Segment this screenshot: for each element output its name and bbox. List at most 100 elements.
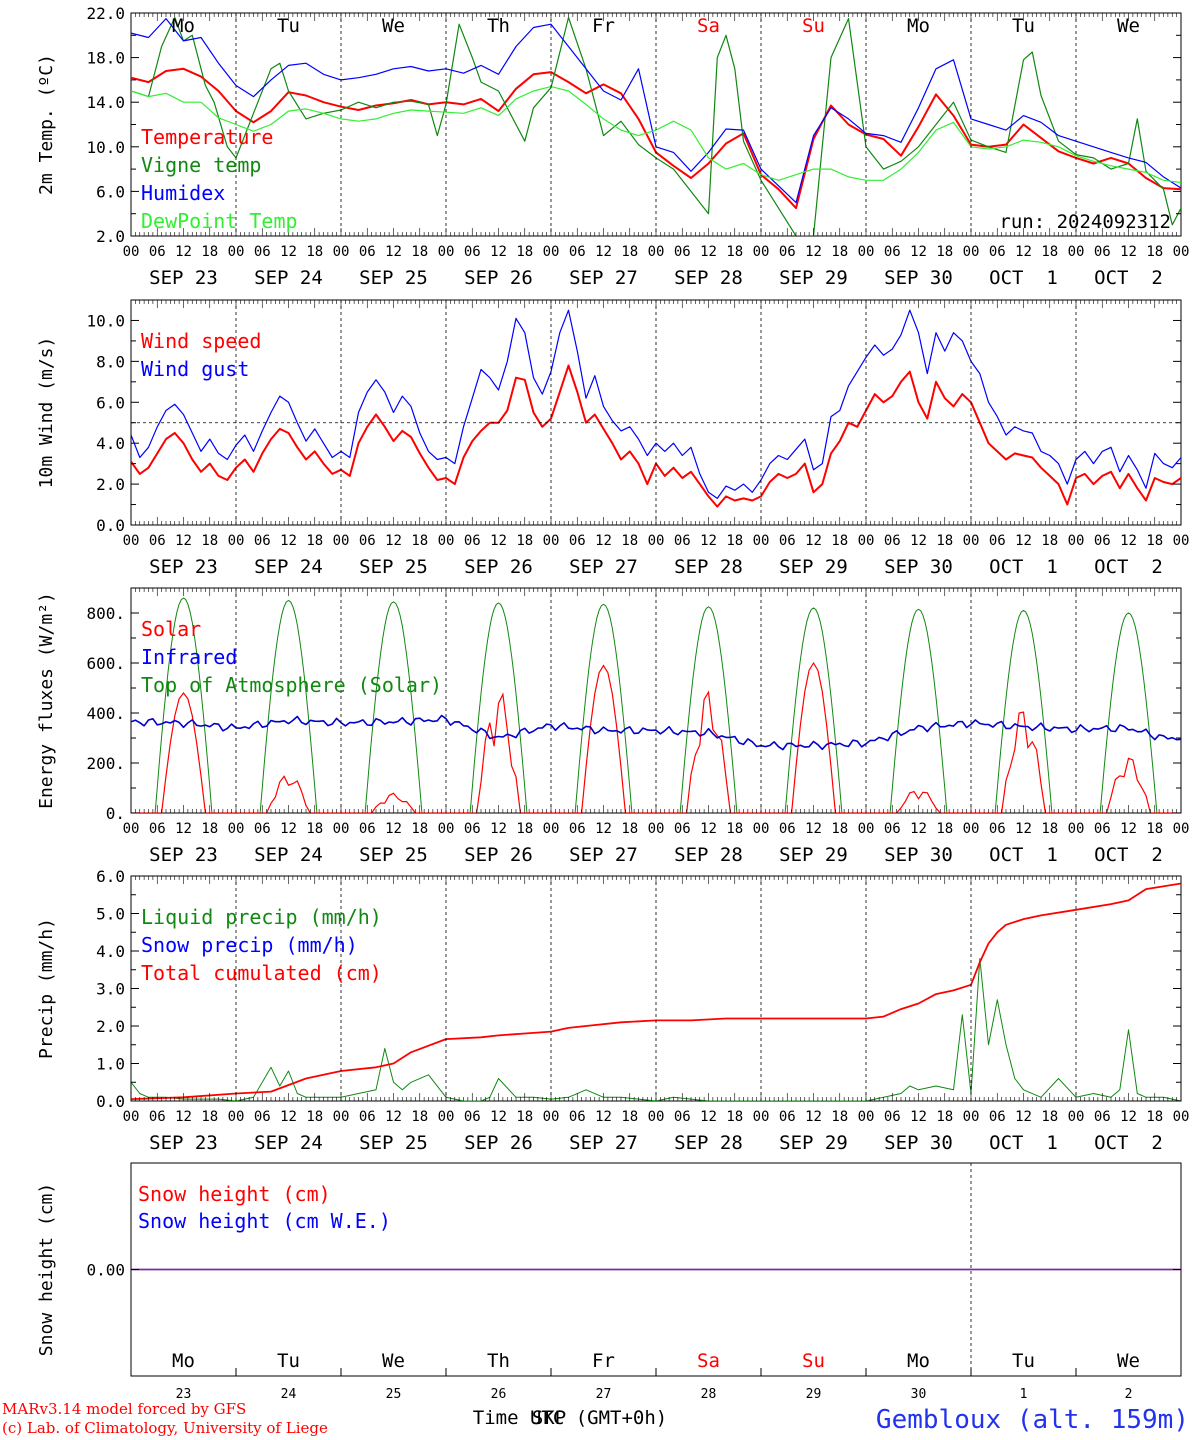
toa-arch — [341, 601, 446, 813]
hour-label: 12 — [805, 1109, 822, 1125]
toa-arch — [761, 607, 866, 813]
hour-label: 00 — [858, 533, 875, 549]
day-number-label: 1 — [1020, 1387, 1028, 1402]
hour-label: 12 — [280, 533, 297, 549]
hour-label: 00 — [1068, 821, 1085, 837]
hour-label: 06 — [254, 821, 271, 837]
hour-label: 18 — [201, 821, 218, 837]
hour-label: 12 — [490, 821, 507, 837]
hour-label: 06 — [149, 821, 166, 837]
y-tick-label: 800. — [86, 604, 125, 623]
day-label: OCT 1 — [989, 844, 1058, 866]
hour-label: 00 — [333, 821, 350, 837]
weekday-label: Su — [802, 1350, 825, 1372]
day-label: OCT 2 — [1094, 267, 1163, 289]
y-tick-label: 5.0 — [96, 905, 125, 924]
weekday-label: Th — [487, 1350, 510, 1372]
hour-label: 00 — [963, 821, 980, 837]
hour-label: 06 — [989, 821, 1006, 837]
hour-label: 18 — [306, 533, 323, 549]
hour-label: 18 — [516, 1109, 533, 1125]
hour-label: 06 — [359, 533, 376, 549]
weekday-label: Tu — [1012, 1350, 1035, 1372]
y-tick-label: 4.0 — [96, 942, 125, 961]
solar-arch — [446, 692, 551, 813]
footer: MARv3.14 model forced by GFS(c) Lab. of … — [2, 1400, 1189, 1437]
hour-label: 06 — [674, 244, 691, 260]
series-line-3 — [131, 85, 1181, 184]
hour-label: 00 — [963, 533, 980, 549]
weekday-label: Tu — [277, 15, 300, 37]
hour-label: 00 — [228, 1109, 245, 1125]
day-label: SEP 27 — [569, 556, 638, 578]
y-tick-label: 14.0 — [86, 93, 125, 112]
legend-entry: Humidex — [141, 181, 225, 205]
hour-label: 00 — [228, 533, 245, 549]
hour-label: 06 — [149, 533, 166, 549]
hour-label: 06 — [569, 244, 586, 260]
hour-label: 06 — [779, 244, 796, 260]
hour-label: 18 — [306, 1109, 323, 1125]
hour-label: 00 — [333, 533, 350, 549]
hour-label: 12 — [700, 533, 717, 549]
hour-label: 06 — [359, 244, 376, 260]
hour-label: 06 — [569, 1109, 586, 1125]
hour-label: 12 — [805, 821, 822, 837]
hour-label: 12 — [700, 821, 717, 837]
panel-wind: 0.0 2.0 4.0 6.0 8.0 10.0 10m Wind (m/s) 00 06 12 1… — [36, 299, 1189, 578]
hour-label: 18 — [831, 821, 848, 837]
hour-label: 00 — [858, 1109, 875, 1125]
hour-label: 12 — [595, 533, 612, 549]
weekday-label: Sa — [697, 15, 720, 37]
hour-label: 18 — [726, 244, 743, 260]
hour-label: 18 — [1041, 821, 1058, 837]
hour-label: 12 — [1120, 821, 1137, 837]
hour-label: 00 — [963, 244, 980, 260]
y-tick-label: 0. — [106, 804, 125, 823]
day-label: SEP 28 — [674, 556, 743, 578]
panel-data — [131, 597, 1181, 813]
day-label: OCT 2 — [1094, 1132, 1163, 1154]
hour-label: 12 — [910, 821, 927, 837]
hour-label: 00 — [648, 533, 665, 549]
hour-label: 18 — [936, 821, 953, 837]
hour-label: 00 — [753, 533, 770, 549]
day-label: SEP 26 — [464, 556, 533, 578]
solar-arch — [236, 775, 341, 813]
y-tick-label: 200. — [86, 754, 125, 773]
day-label: SEP 28 — [674, 844, 743, 866]
day-label: SEP 27 — [569, 267, 638, 289]
solar-arch — [971, 711, 1076, 813]
hour-label: 00 — [123, 821, 140, 837]
run-label: run: 2024092312 — [999, 211, 1171, 233]
hour-label: 00 — [123, 1109, 140, 1125]
hour-label: 06 — [254, 244, 271, 260]
day-label: SEP 24 — [254, 556, 323, 578]
hour-label: 00 — [1173, 244, 1190, 260]
hour-label: 06 — [254, 1109, 271, 1125]
y-tick-label: 10.0 — [86, 138, 125, 157]
hour-label: 00 — [1068, 533, 1085, 549]
hour-label: 12 — [910, 244, 927, 260]
toa-arch — [551, 603, 656, 813]
hour-label: 18 — [1146, 533, 1163, 549]
hour-label: 06 — [779, 1109, 796, 1125]
hour-label: 18 — [516, 533, 533, 549]
day-number-label: 26 — [491, 1387, 507, 1402]
hour-label: 12 — [385, 533, 402, 549]
day-label: SEP 27 — [569, 1132, 638, 1154]
y-tick-label: 1.0 — [96, 1055, 125, 1074]
hour-label: 18 — [411, 533, 428, 549]
hour-label: 00 — [438, 244, 455, 260]
legend-entry: Top of Atmosphere (Solar) — [141, 673, 442, 697]
y-axis-label: Precip (mm/h) — [36, 918, 57, 1059]
day-label: SEP 24 — [254, 844, 323, 866]
hour-label: 12 — [1015, 244, 1032, 260]
weekday-label: Mo — [172, 15, 195, 37]
hour-label: 06 — [1094, 1109, 1111, 1125]
weekday-label: Su — [802, 15, 825, 37]
hour-label: 06 — [1094, 533, 1111, 549]
day-label: SEP 23 — [149, 556, 218, 578]
hour-label: 12 — [175, 1109, 192, 1125]
hour-label: 06 — [674, 1109, 691, 1125]
